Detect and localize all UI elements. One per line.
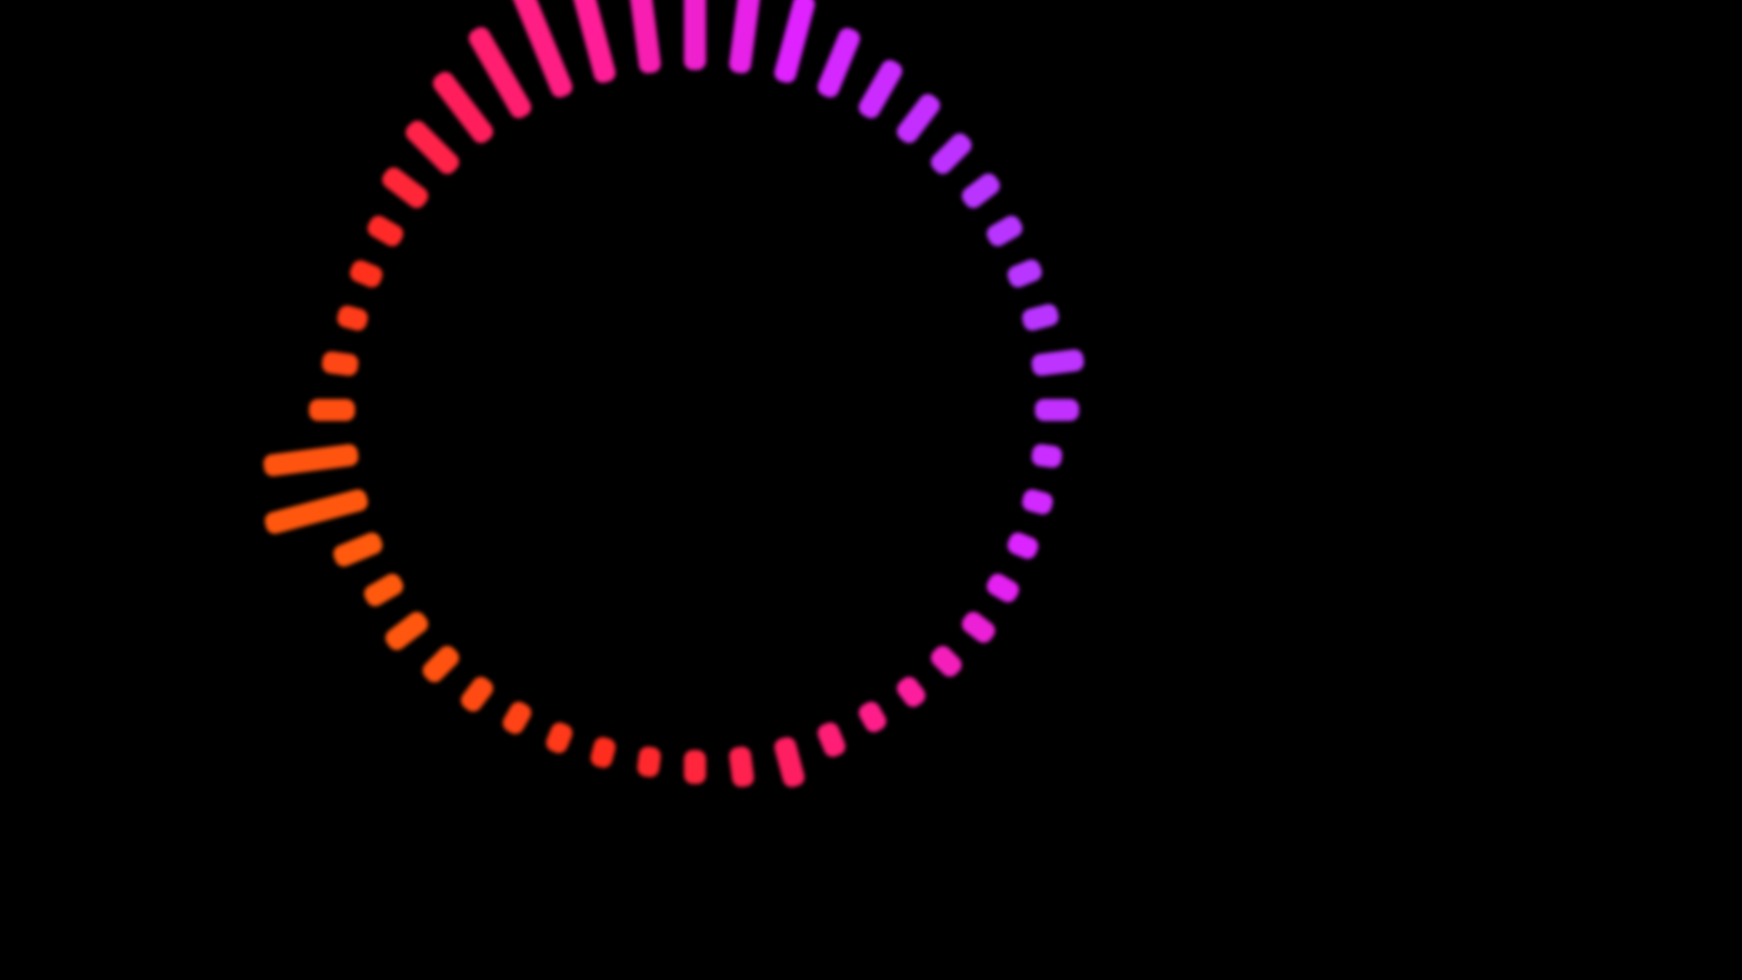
spectrum-bar	[262, 443, 359, 477]
spectrum-bar	[429, 68, 496, 146]
spectrum-bar	[382, 608, 432, 653]
spectrum-bar	[543, 720, 575, 756]
spectrum-bar	[728, 746, 755, 789]
spectrum-bar	[330, 530, 385, 569]
spectrum-bar	[499, 699, 534, 738]
spectrum-bar	[893, 91, 943, 147]
spectrum-bar	[684, 0, 706, 70]
spectrum-bar	[928, 129, 976, 177]
spectrum-bar	[1021, 487, 1056, 516]
spectrum-bar	[815, 25, 863, 100]
spectrum-bar	[457, 673, 496, 715]
spectrum-bar	[379, 164, 432, 212]
spectrum-bar	[360, 570, 406, 609]
spectrum-bar	[772, 0, 817, 84]
spectrum-bar	[636, 746, 662, 779]
spectrum-bar	[772, 736, 806, 790]
spectrum-bar	[335, 304, 370, 333]
spectrum-bar	[928, 643, 966, 681]
spectrum-bar	[1035, 399, 1079, 421]
circular-audio-visualizer	[0, 0, 1742, 980]
spectrum-bar	[893, 673, 929, 710]
spectrum-bar	[347, 257, 385, 290]
spectrum-bar	[984, 212, 1026, 249]
spectrum-bar	[321, 350, 360, 377]
spectrum-bar	[1031, 443, 1064, 469]
spectrum-bar	[309, 399, 355, 421]
spectrum-bar	[855, 699, 889, 736]
spectrum-bar	[1021, 302, 1061, 333]
spectrum-bar	[1005, 257, 1045, 290]
spectrum-bar	[958, 608, 998, 646]
spectrum-bar	[984, 570, 1023, 605]
spectrum-bar	[402, 117, 463, 178]
spectrum-bar	[1031, 348, 1085, 377]
spectrum-bar	[684, 750, 706, 784]
spectrum-bar	[606, 0, 662, 74]
spectrum-bar	[728, 0, 764, 74]
spectrum-bar	[958, 170, 1003, 212]
spectrum-bar	[589, 736, 618, 771]
spectrum-bar	[419, 643, 463, 687]
spectrum-bar	[1005, 530, 1041, 562]
spectrum-bar	[364, 212, 406, 249]
spectrum-bar	[855, 56, 905, 121]
spectrum-bar	[262, 487, 369, 535]
spectrum-bar	[815, 720, 848, 760]
